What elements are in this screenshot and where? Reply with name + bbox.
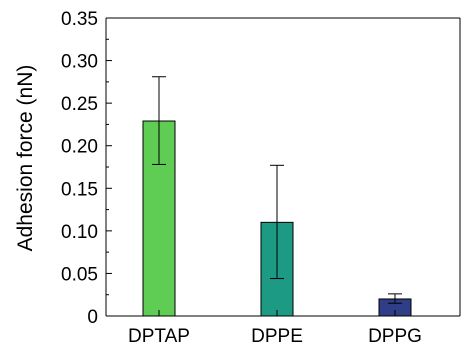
y-tick-label: 0.15 — [61, 179, 98, 200]
plot-area: 0 0.05 0.10 0.15 0.20 0.25 0.30 0.35 DPTAP DPPE DP… — [61, 9, 461, 347]
x-tick-label: DPTAP — [128, 326, 190, 347]
x-tick-label: DPPG — [368, 326, 422, 347]
y-axis-title: Adhesion force (nN) — [14, 65, 37, 252]
y-tick-label: 0.10 — [61, 222, 98, 243]
y-tick-label: 0.30 — [61, 52, 98, 73]
y-tick-label: 0 — [87, 307, 98, 328]
y-tick-label: 0.35 — [61, 9, 98, 30]
y-tick-label: 0.20 — [61, 137, 98, 158]
x-tick-label: DPPE — [251, 326, 303, 347]
y-tick-label: 0.05 — [61, 264, 98, 285]
y-tick-label: 0.25 — [61, 94, 98, 115]
